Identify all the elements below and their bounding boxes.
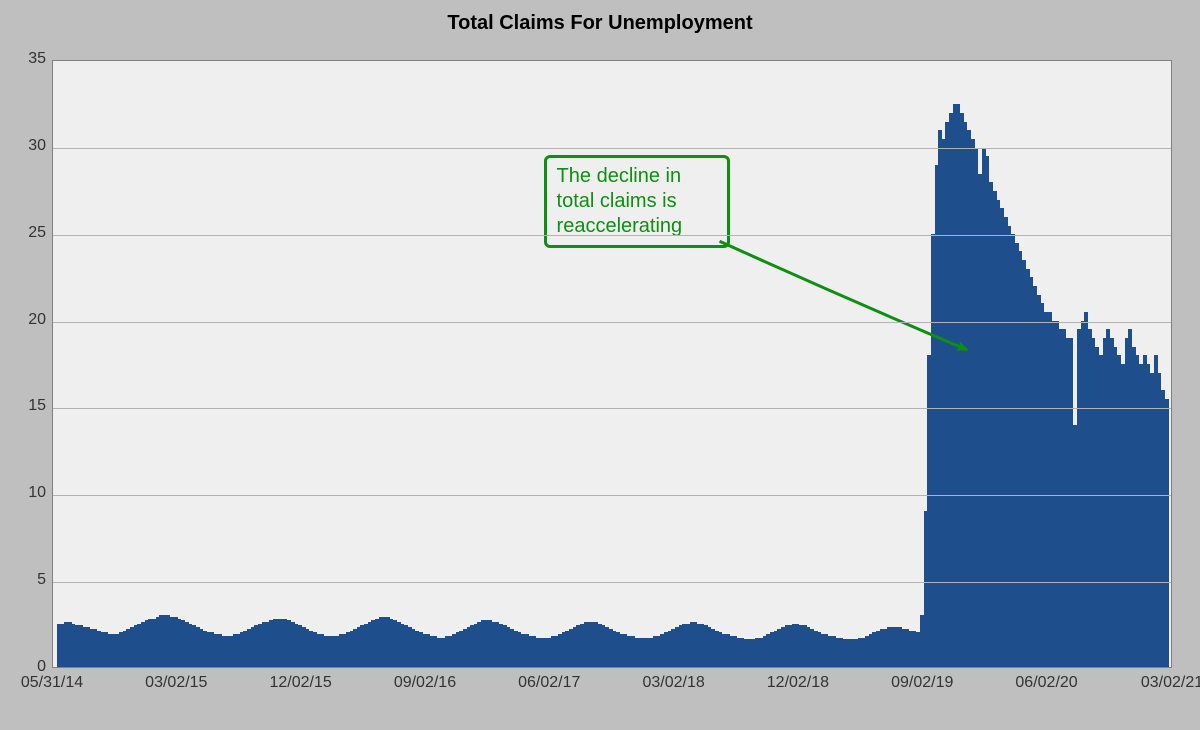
x-tick-label: 03/02/18 <box>629 674 719 692</box>
gridline <box>53 322 1171 323</box>
y-tick-label: 25 <box>6 224 46 242</box>
plot-area: The decline intotal claims isreaccelerat… <box>52 60 1172 668</box>
gridline <box>53 235 1171 236</box>
x-tick-label: 05/31/14 <box>7 674 97 692</box>
x-tick-label: 03/02/15 <box>131 674 221 692</box>
y-tick-label: 20 <box>6 311 46 329</box>
chart-container: Total Claims For Unemployment The declin… <box>0 0 1200 730</box>
y-tick-label: 15 <box>6 397 46 415</box>
bar-series <box>53 61 1171 667</box>
bar <box>1165 399 1169 667</box>
gridline <box>53 408 1171 409</box>
chart-title: Total Claims For Unemployment <box>0 12 1200 35</box>
y-tick-label: 35 <box>6 50 46 68</box>
y-tick-label: 5 <box>6 571 46 589</box>
x-tick-label: 09/02/19 <box>877 674 967 692</box>
x-tick-label: 06/02/20 <box>1002 674 1092 692</box>
gridline <box>53 495 1171 496</box>
y-tick-label: 10 <box>6 484 46 502</box>
x-tick-label: 09/02/16 <box>380 674 470 692</box>
gridline <box>53 148 1171 149</box>
x-tick-label: 12/02/18 <box>753 674 843 692</box>
x-tick-label: 06/02/17 <box>504 674 594 692</box>
y-tick-label: 30 <box>6 137 46 155</box>
x-tick-label: 12/02/15 <box>256 674 346 692</box>
x-tick-label: 03/02/21 <box>1127 674 1200 692</box>
gridline <box>53 582 1171 583</box>
